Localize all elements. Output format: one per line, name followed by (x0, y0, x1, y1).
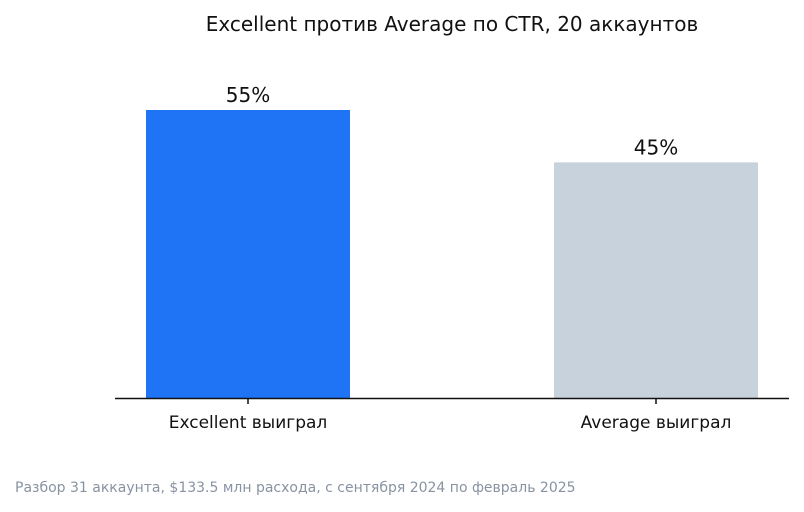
bars-layer (146, 110, 758, 398)
data-label-average: 45% (634, 135, 678, 159)
bar-excellent (146, 110, 350, 398)
bar-average (554, 162, 758, 398)
data-label-excellent: 55% (226, 83, 270, 107)
chart-title: Excellent против Average по CTR, 20 акка… (206, 12, 699, 36)
data-labels-layer: 55% 45% (226, 83, 678, 159)
ctr-bar-chart: Excellent против Average по CTR, 20 акка… (115, 12, 789, 433)
footnote: Разбор 31 аккаунта, $133.5 млн расхода, … (15, 480, 576, 496)
x-tick-label-average: Average выиграл (581, 413, 732, 433)
x-ticks-layer: Excellent выиграл Average выиграл (169, 398, 732, 433)
x-tick-label-excellent: Excellent выиграл (169, 413, 328, 433)
